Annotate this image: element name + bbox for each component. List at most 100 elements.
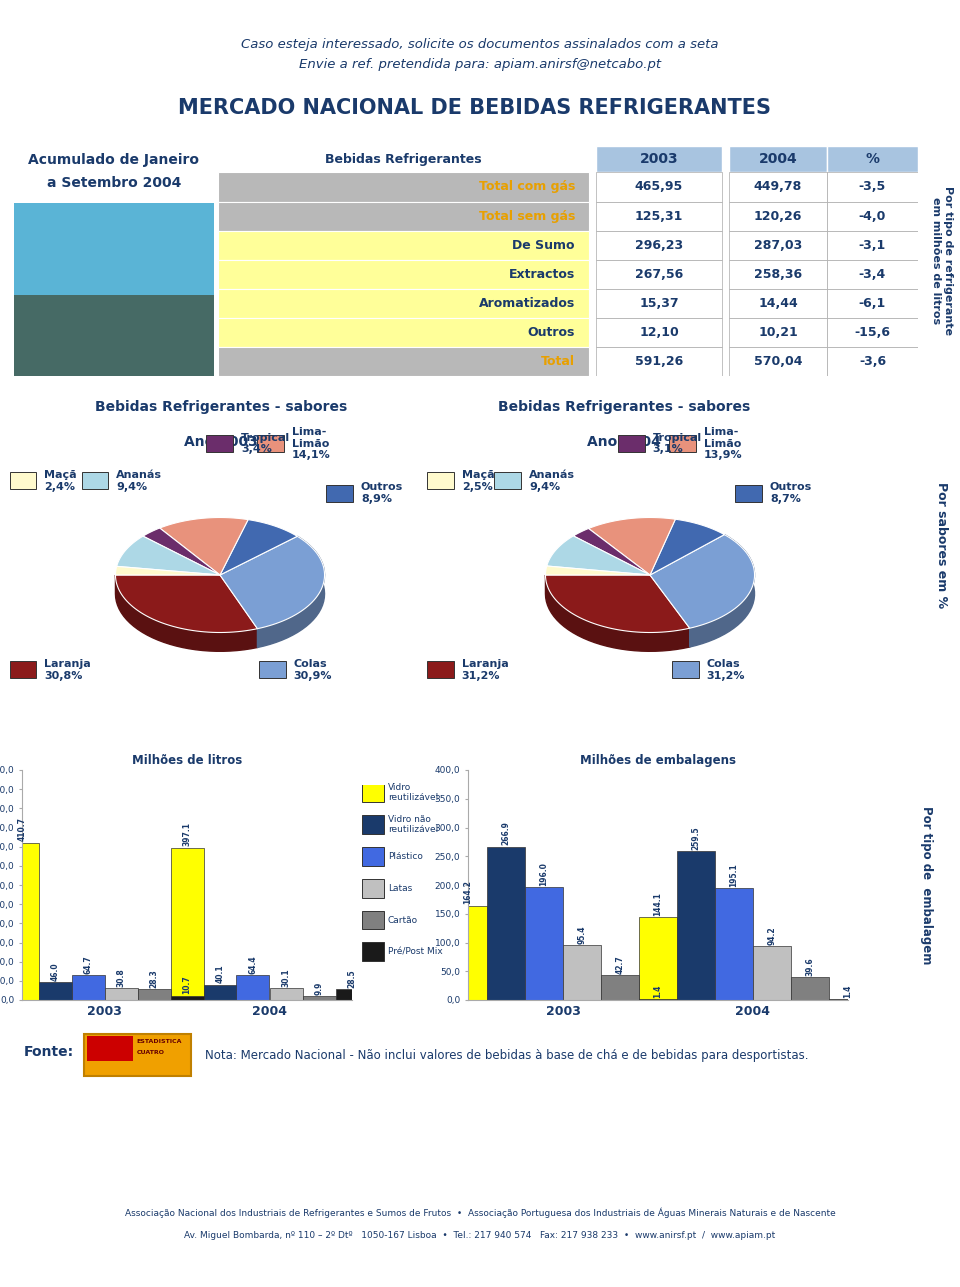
Title: Milhões de litros: Milhões de litros <box>132 754 242 767</box>
Bar <box>729 172 827 202</box>
Polygon shape <box>143 528 220 575</box>
Text: Associação Nacional dos Industriais de Refrigerantes e Sumos de Frutos  •  Assoc: Associação Nacional dos Industriais de R… <box>125 1207 835 1219</box>
Bar <box>672 662 699 678</box>
Text: 8: 8 <box>474 1259 486 1277</box>
Polygon shape <box>573 529 650 575</box>
Bar <box>827 145 918 172</box>
Text: Nota: Mercado Nacional - Não inclui valores de bebidas à base de chá e de bebida: Nota: Mercado Nacional - Não inclui valo… <box>204 1049 808 1062</box>
Text: Cartão: Cartão <box>388 915 419 924</box>
Text: -4,0: -4,0 <box>859 210 886 223</box>
Bar <box>218 288 589 318</box>
Text: Maçã
2,5%: Maçã 2,5% <box>462 470 494 492</box>
Text: -3,5: -3,5 <box>859 180 886 193</box>
Polygon shape <box>650 519 725 575</box>
Text: Por sabores em %: Por sabores em % <box>935 481 948 607</box>
Text: 1.4: 1.4 <box>654 985 662 997</box>
Bar <box>729 318 827 347</box>
Text: Total com gás: Total com gás <box>479 180 575 193</box>
Bar <box>362 782 384 802</box>
Text: Laranja
31,2%: Laranja 31,2% <box>462 659 509 681</box>
Text: -3,1: -3,1 <box>859 238 886 252</box>
Text: 14,44: 14,44 <box>758 297 798 310</box>
Bar <box>206 435 233 452</box>
Bar <box>84 1033 191 1076</box>
Polygon shape <box>650 534 755 628</box>
Bar <box>270 988 302 1000</box>
Bar <box>596 172 722 202</box>
Text: %: % <box>866 152 879 166</box>
Text: 1.4: 1.4 <box>844 985 852 997</box>
Text: Latas: Latas <box>388 884 412 893</box>
Text: 28.3: 28.3 <box>150 969 158 987</box>
Text: Acumulado de Janeiro: Acumulado de Janeiro <box>29 153 200 167</box>
Polygon shape <box>545 575 689 651</box>
Text: 9.9: 9.9 <box>315 981 324 995</box>
Bar <box>218 347 589 376</box>
Bar <box>827 172 918 202</box>
Text: Tropical
3,4%: Tropical 3,4% <box>241 432 290 454</box>
Bar <box>71 976 105 1000</box>
Bar <box>105 988 137 1000</box>
Bar <box>362 911 384 929</box>
Bar <box>827 347 918 376</box>
Text: Aromatizados: Aromatizados <box>479 297 575 310</box>
Polygon shape <box>257 537 324 647</box>
Bar <box>362 847 384 866</box>
Text: 287,03: 287,03 <box>754 238 803 252</box>
Bar <box>487 847 525 1000</box>
Text: Laranja
30,8%: Laranja 30,8% <box>44 659 91 681</box>
Polygon shape <box>220 537 324 628</box>
Text: 10.7: 10.7 <box>182 976 191 995</box>
Text: 2003: 2003 <box>639 152 679 166</box>
Text: -3,4: -3,4 <box>859 268 886 281</box>
Text: Ananás
9,4%: Ananás 9,4% <box>529 470 575 492</box>
Bar <box>729 145 827 172</box>
Text: 64.7: 64.7 <box>84 955 92 974</box>
Text: 95.4: 95.4 <box>578 925 587 943</box>
Text: 144.1: 144.1 <box>654 892 662 916</box>
Text: Ano 2003: Ano 2003 <box>184 435 257 449</box>
Bar <box>791 977 829 1000</box>
Text: 397.1: 397.1 <box>182 822 191 847</box>
Bar <box>14 296 214 376</box>
Text: 449,78: 449,78 <box>754 180 803 193</box>
Text: 2004: 2004 <box>758 152 798 166</box>
Bar <box>639 918 677 1000</box>
Bar <box>218 260 589 288</box>
Text: Extractos: Extractos <box>509 268 575 281</box>
Text: Tropical
3,1%: Tropical 3,1% <box>653 432 702 454</box>
Bar <box>827 230 918 260</box>
Bar <box>827 202 918 230</box>
Text: 125,31: 125,31 <box>635 210 684 223</box>
Text: Av. Miguel Bombarda, nº 110 – 2º Dtº   1050-167 Lisboa  •  Tel.: 217 940 574   F: Av. Miguel Bombarda, nº 110 – 2º Dtº 105… <box>184 1230 776 1239</box>
Text: -3,6: -3,6 <box>859 355 886 368</box>
Bar <box>137 990 171 1000</box>
Text: Fonte:: Fonte: <box>23 1045 73 1059</box>
Bar <box>326 484 353 502</box>
Text: Colas
31,2%: Colas 31,2% <box>707 659 745 681</box>
Text: Bebidas Refrigerantes - sabores: Bebidas Refrigerantes - sabores <box>498 400 750 414</box>
Text: 30.1: 30.1 <box>281 968 291 987</box>
Text: De Sumo: De Sumo <box>513 238 575 252</box>
Text: 120,26: 120,26 <box>754 210 803 223</box>
Text: 258,36: 258,36 <box>754 268 802 281</box>
Text: 10,21: 10,21 <box>758 326 798 338</box>
Bar <box>449 906 487 1000</box>
Bar <box>494 472 521 489</box>
Bar <box>427 662 454 678</box>
Text: 267,56: 267,56 <box>635 268 684 281</box>
Bar <box>596 230 722 260</box>
Text: 94.2: 94.2 <box>767 927 777 945</box>
Bar <box>14 203 214 376</box>
Polygon shape <box>117 537 220 575</box>
Text: Bebidas Refrigerantes - sabores: Bebidas Refrigerantes - sabores <box>95 400 347 414</box>
Bar <box>596 260 722 288</box>
Text: 40.1: 40.1 <box>215 964 225 983</box>
Bar <box>362 879 384 897</box>
Text: 570,04: 570,04 <box>754 355 803 368</box>
Bar <box>618 435 645 452</box>
Bar <box>735 484 762 502</box>
Text: Ananás
9,4%: Ananás 9,4% <box>116 470 162 492</box>
Text: 42.7: 42.7 <box>615 955 625 974</box>
Text: -15,6: -15,6 <box>854 326 891 338</box>
